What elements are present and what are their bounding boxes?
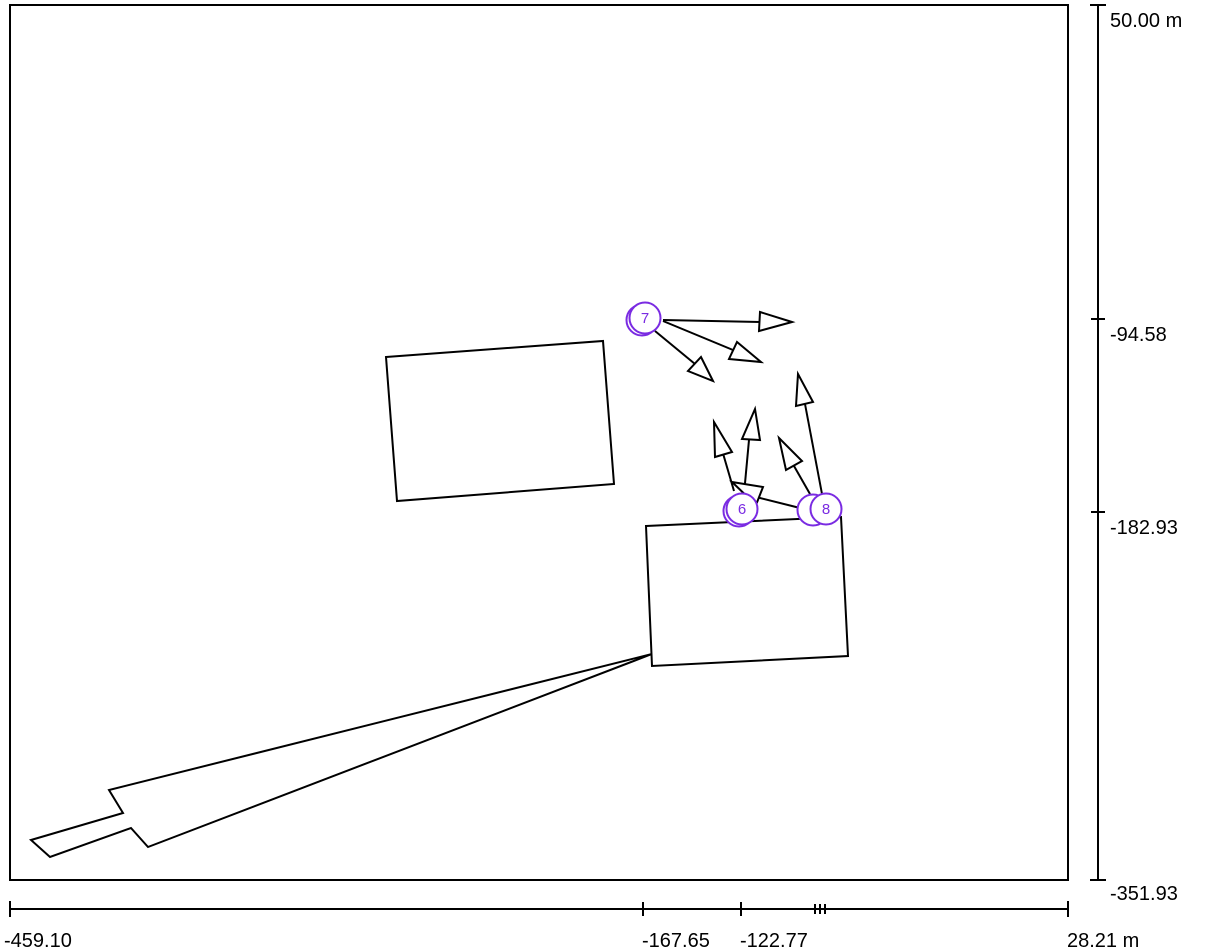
arrow-lines bbox=[654, 319, 823, 509]
shapes-group bbox=[28, 339, 850, 859]
y-axis bbox=[1090, 4, 1106, 881]
marker-label-7: 7 bbox=[641, 310, 649, 327]
marker-circle-7 bbox=[628, 301, 662, 335]
arrowhead-icon bbox=[686, 355, 716, 383]
marker-group-7[interactable]: 7 bbox=[625, 301, 662, 337]
y-axis-bottom-label: -351.93 bbox=[1110, 883, 1178, 905]
marker-circle-6 bbox=[725, 492, 759, 526]
arrow-line bbox=[654, 330, 696, 365]
arrowhead-icon bbox=[757, 310, 796, 333]
y-axis-tick-label: -94.58 bbox=[1110, 324, 1167, 346]
corridor-polygon bbox=[28, 653, 653, 859]
marker-group-6[interactable]: 6 bbox=[722, 492, 759, 528]
arrowhead-icon bbox=[794, 370, 815, 408]
marker-label-8: 8 bbox=[822, 501, 830, 518]
arrowhead-icon bbox=[777, 434, 804, 472]
building-polygon-upper bbox=[384, 339, 616, 503]
marker-circle-8 bbox=[809, 492, 843, 526]
y-axis-tick-label: -182.93 bbox=[1110, 517, 1178, 539]
arrow-line bbox=[755, 496, 801, 509]
arrowhead-icon bbox=[727, 340, 765, 364]
arrow-line bbox=[793, 465, 811, 495]
arrowhead-icon bbox=[712, 418, 734, 459]
marker-label-6: 6 bbox=[738, 501, 746, 518]
plot-frame bbox=[9, 4, 1069, 881]
x-axis-max-label: 28.21 m bbox=[1067, 930, 1139, 951]
arrow-line bbox=[662, 320, 734, 351]
y-axis-top-label: 50.00 m bbox=[1110, 10, 1182, 32]
arrowheads bbox=[686, 310, 815, 507]
x-axis-min-label: -459.10 bbox=[4, 930, 72, 951]
arrow-line bbox=[662, 319, 761, 323]
x-axis-tick-label: -122.77 bbox=[740, 930, 808, 951]
x-axis-tick-label: -167.65 bbox=[642, 930, 710, 951]
arrow-line bbox=[721, 449, 735, 492]
arrow-line bbox=[804, 403, 823, 495]
marker-group-8[interactable]: 8 bbox=[796, 492, 843, 527]
x-axis bbox=[9, 901, 1069, 917]
arrowhead-icon bbox=[740, 405, 762, 442]
building-polygon-lower bbox=[644, 515, 850, 668]
